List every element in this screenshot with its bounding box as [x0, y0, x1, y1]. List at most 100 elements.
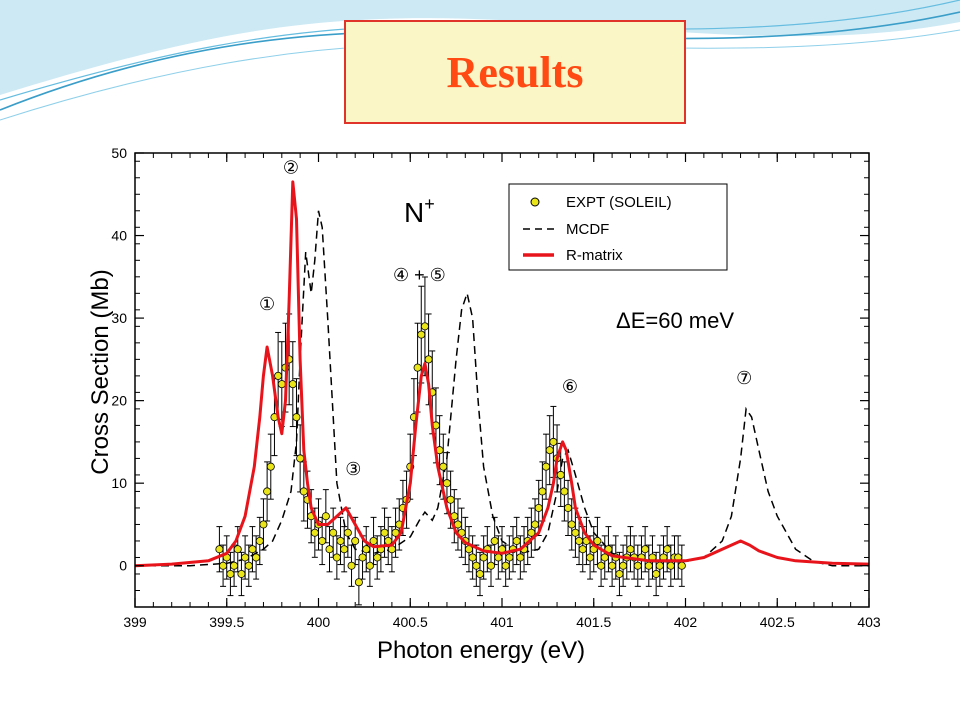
expt-point — [343, 528, 352, 537]
expt-point — [332, 553, 341, 562]
expt-point — [292, 413, 301, 422]
x-tick-label: 399 — [123, 614, 147, 630]
expt-point — [542, 462, 551, 471]
peak-label: ⑥ — [562, 376, 578, 396]
expt-point — [365, 561, 374, 570]
expt-point — [380, 528, 389, 537]
expt-point — [424, 355, 433, 364]
x-tick-label: 401.5 — [576, 614, 611, 630]
expt-point — [255, 536, 264, 545]
expt-point — [505, 553, 514, 562]
x-tick-label: 402 — [674, 614, 698, 630]
y-tick-label: 30 — [111, 310, 127, 326]
expt-point — [472, 561, 481, 570]
expt-point — [512, 536, 521, 545]
resolution-label: ΔE=60 meV — [616, 308, 734, 333]
expt-point — [277, 380, 286, 389]
expt-point — [549, 437, 558, 446]
expt-point — [597, 561, 606, 570]
expt-point — [420, 322, 429, 331]
expt-point — [215, 545, 224, 554]
expt-point — [663, 545, 672, 554]
legend-mcdf-label: MCDF — [566, 221, 609, 238]
expt-point — [600, 553, 609, 562]
expt-point — [641, 545, 650, 554]
expt-point — [475, 569, 484, 578]
peak-label: ④ + ⑤ — [393, 265, 446, 285]
expt-point — [351, 536, 360, 545]
y-tick-label: 10 — [111, 475, 127, 491]
expt-point — [655, 561, 664, 570]
x-tick-label: 399.5 — [209, 614, 244, 630]
expt-point — [479, 553, 488, 562]
expt-point — [531, 520, 540, 529]
expt-point — [266, 462, 275, 471]
expt-point — [318, 536, 327, 545]
expt-point — [263, 487, 272, 496]
x-axis-label: Photon energy (eV) — [377, 637, 585, 664]
expt-point — [248, 545, 257, 554]
expt-point — [237, 569, 246, 578]
expt-point — [413, 363, 422, 372]
expt-point — [369, 536, 378, 545]
legend-rmatrix-label: R-matrix — [566, 247, 623, 264]
expt-point — [362, 545, 371, 554]
expt-point — [321, 512, 330, 521]
y-tick-label: 40 — [111, 228, 127, 244]
expt-point — [516, 553, 525, 562]
expt-point — [626, 545, 635, 554]
x-tick-label: 402.5 — [760, 614, 795, 630]
ion-label: N+ — [404, 194, 435, 228]
expt-point — [538, 487, 547, 496]
expt-point — [468, 553, 477, 562]
expt-point — [358, 553, 367, 562]
expt-point — [575, 536, 584, 545]
expt-point — [527, 528, 536, 537]
ion-charge: + — [424, 194, 435, 214]
y-tick-label: 20 — [111, 393, 127, 409]
expt-point — [486, 561, 495, 570]
expt-point — [340, 545, 349, 554]
expt-point — [593, 536, 602, 545]
expt-point — [241, 553, 250, 562]
x-tick-label: 400 — [307, 614, 331, 630]
expt-point — [226, 569, 235, 578]
expt-point — [219, 561, 228, 570]
x-tick-label: 400.5 — [393, 614, 428, 630]
legend-expt-marker — [530, 197, 540, 207]
expt-point — [494, 553, 503, 562]
y-axis-label: Cross Section (Mb) — [87, 269, 114, 474]
expt-point — [571, 528, 580, 537]
cross-section-chart: 399 399.5 400 400.5 401 401.5 402 402.5 40 30 10 20… — [86, 140, 888, 668]
slide-title: Results — [446, 47, 584, 97]
expt-point — [652, 569, 661, 578]
expt-point — [244, 561, 253, 570]
x-tick-label: 401 — [490, 614, 514, 630]
expt-point — [252, 553, 261, 562]
title-box: Results — [344, 20, 686, 124]
y-tick-label: 0 — [119, 558, 127, 574]
expt-point — [619, 561, 628, 570]
legend-expt-label: EXPT (SOLEIL) — [566, 194, 672, 211]
expt-point — [567, 520, 576, 529]
expt-point — [677, 561, 686, 570]
expt-point — [556, 470, 565, 479]
expt-point — [230, 561, 239, 570]
expt-point — [274, 371, 283, 380]
expt-point — [633, 561, 642, 570]
expt-point — [534, 503, 543, 512]
expt-point — [391, 528, 400, 537]
expt-point — [586, 553, 595, 562]
expt-point — [446, 495, 455, 504]
expt-point — [384, 536, 393, 545]
expt-point — [615, 569, 624, 578]
peak-label: ⑦ — [736, 368, 752, 388]
expt-point — [336, 536, 345, 545]
expt-point — [233, 545, 242, 554]
expt-point — [417, 330, 426, 339]
expt-point — [442, 479, 451, 488]
expt-point — [354, 578, 363, 587]
expt-point — [299, 487, 308, 496]
expt-point — [490, 536, 499, 545]
expt-point — [644, 561, 653, 570]
